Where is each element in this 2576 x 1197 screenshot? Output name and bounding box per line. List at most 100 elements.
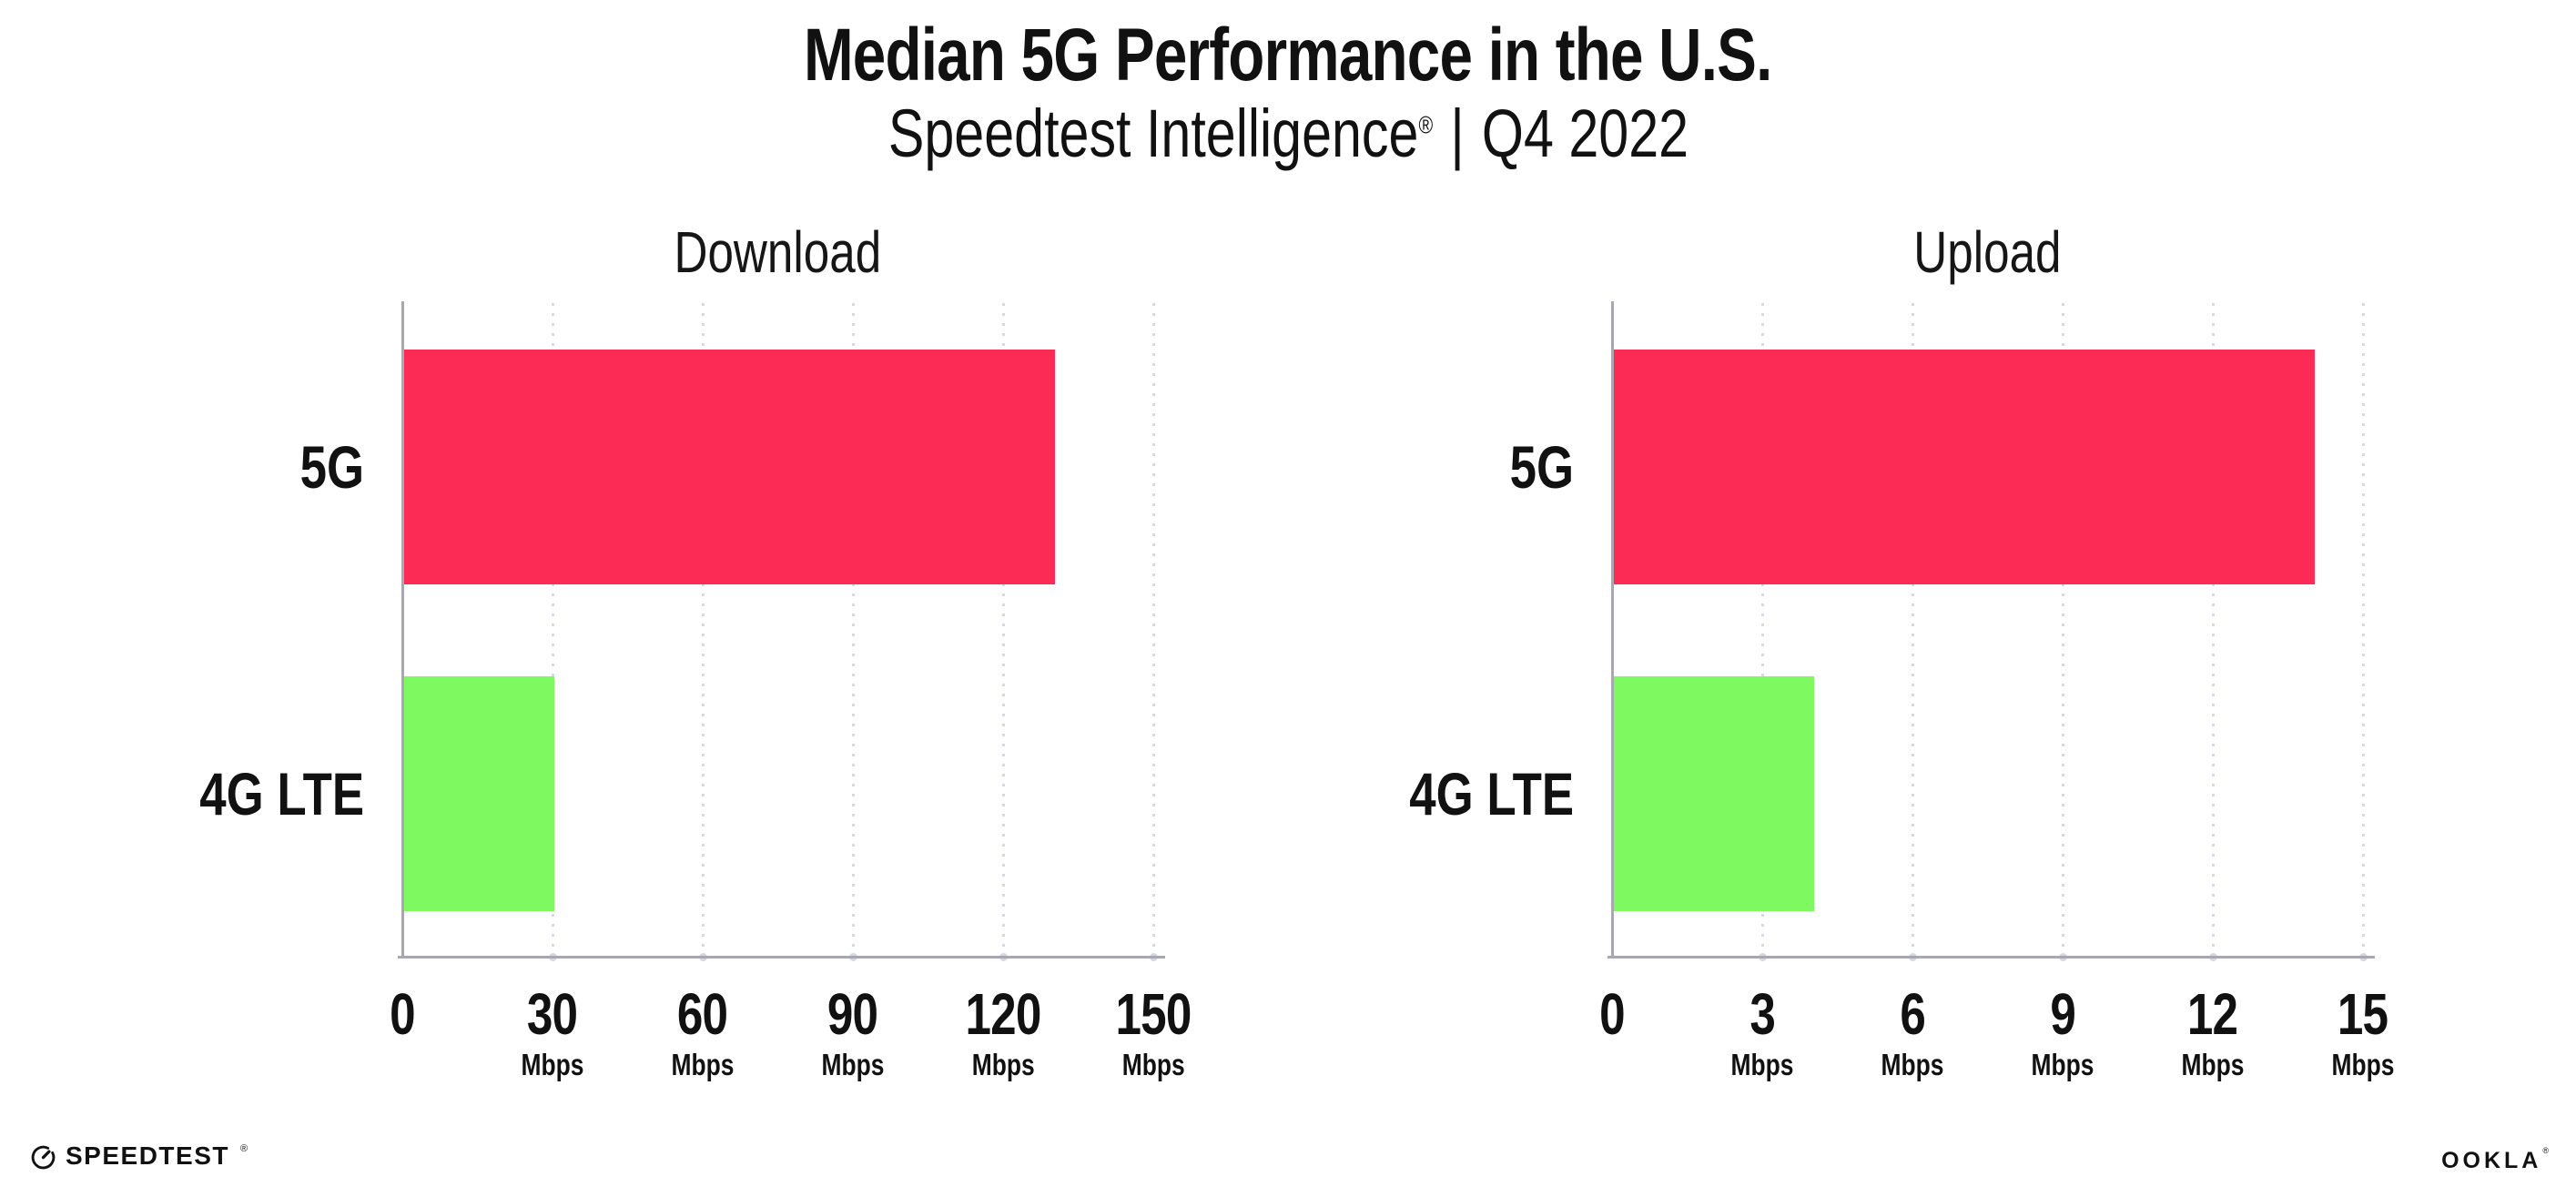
- speedtest-logo: SPEEDTEST ®: [30, 1141, 248, 1171]
- gridline-base-dot: [999, 953, 1008, 961]
- tick-label-12: 12: [2174, 981, 2252, 1047]
- tick-120: 120 Mbps: [956, 981, 1050, 1083]
- speedtest-logo-text: SPEEDTEST: [66, 1141, 229, 1170]
- tick-label-90-text: 90: [827, 981, 878, 1047]
- tick-unit-label-120-text: Mbps: [971, 1048, 1035, 1081]
- page-subtitle-text: Speedtest Intelligence® | Q4 2022: [887, 95, 1688, 172]
- category-label-5g-text: 5G: [299, 432, 364, 501]
- gridline-base-dot: [2209, 953, 2217, 961]
- category-label-5g: 5G: [0, 432, 364, 502]
- tick-label-6: 6: [1873, 981, 1952, 1047]
- tick-label-12-text: 12: [2187, 981, 2238, 1047]
- category-label-4g-lte: 4G LTE: [1028, 759, 1574, 828]
- page-title-text: Median 5G Performance in the U.S.: [804, 14, 1772, 96]
- tick-unit-label-6: Mbps: [1873, 1047, 1952, 1083]
- gridline-base-dot: [699, 953, 707, 961]
- gridline-base-dot: [2059, 953, 2067, 961]
- gridline-base-dot: [2359, 953, 2368, 961]
- tick-unit-label-15-text: Mbps: [2331, 1048, 2395, 1081]
- tick-label-3: 3: [1723, 981, 1801, 1047]
- tick-90: 90 Mbps: [814, 981, 892, 1083]
- tick-label-0: 0: [387, 981, 419, 1047]
- gridline-6: [1909, 303, 1917, 961]
- gridline-base-dot: [1909, 953, 1917, 961]
- upload-plot-area: [1607, 301, 2375, 961]
- category-label-5g: 5G: [1028, 432, 1574, 502]
- tick-unit-label-90-text: Mbps: [821, 1048, 885, 1081]
- download-plot-area: [398, 301, 1165, 961]
- download-chart-title: Download: [402, 218, 1153, 286]
- tick-unit-label-30-text: Mbps: [521, 1048, 584, 1081]
- tick-unit-label-9: Mbps: [2023, 1047, 2102, 1083]
- tick-30: 30 Mbps: [513, 981, 592, 1083]
- tick-label-9: 9: [2023, 981, 2102, 1047]
- bar-5g: [1614, 349, 2315, 584]
- ookla-logo: OOKLA ®: [2441, 1146, 2549, 1174]
- tick-unit-label-150: Mbps: [1106, 1047, 1201, 1083]
- tick-label-0: 0: [1597, 981, 1628, 1047]
- ookla-logo-text: OOKLA: [2441, 1148, 2542, 1173]
- x-axis: [398, 956, 1165, 959]
- category-label-4g-lte-text: 4G LTE: [1409, 760, 1574, 828]
- tick-label-0-text: 0: [390, 981, 415, 1047]
- tick-3: 3 Mbps: [1723, 981, 1801, 1083]
- tick-label-120: 120: [956, 981, 1050, 1047]
- registered-mark: ®: [1417, 111, 1433, 139]
- tick-unit-label-9-text: Mbps: [2031, 1048, 2094, 1081]
- tick-label-6-text: 6: [1900, 981, 1925, 1047]
- tick-label-60: 60: [664, 981, 742, 1047]
- tick-unit-label-3: Mbps: [1723, 1047, 1801, 1083]
- gridline-120: [999, 303, 1008, 961]
- category-label-4g-lte-text: 4G LTE: [199, 760, 364, 828]
- subtitle-brand: Speedtest Intelligence: [887, 96, 1418, 171]
- tick-15: 15 Mbps: [2324, 981, 2402, 1083]
- bar-4g-lte: [1614, 676, 1814, 912]
- tick-label-9-text: 9: [2050, 981, 2075, 1047]
- tick-unit-label-15: Mbps: [2324, 1047, 2402, 1083]
- tick-150: 150 Mbps: [1106, 981, 1201, 1083]
- tick-6: 6 Mbps: [1873, 981, 1952, 1083]
- gridline-15: [2359, 303, 2368, 961]
- gridline-12: [2209, 303, 2217, 961]
- upload-chart-title: Upload: [1612, 218, 2363, 286]
- tick-unit-label-60: Mbps: [664, 1047, 742, 1083]
- y-axis: [1611, 301, 1614, 958]
- tick-unit-label-12: Mbps: [2174, 1047, 2252, 1083]
- bar-4g-lte: [404, 676, 554, 912]
- subtitle-separator: |: [1449, 96, 1465, 171]
- gridline-60: [699, 303, 707, 961]
- upload-chart-title-text: Upload: [1913, 219, 2062, 285]
- tick-label-60-text: 60: [677, 981, 728, 1047]
- gridline-3: [1759, 303, 1767, 961]
- gridline-base-dot: [849, 953, 857, 961]
- page-title: Median 5G Performance in the U.S.: [0, 13, 2576, 98]
- tick-label-30-text: 30: [527, 981, 578, 1047]
- x-axis: [1607, 956, 2375, 959]
- tick-unit-label-6-text: Mbps: [1881, 1048, 1944, 1081]
- ookla-registered-mark: ®: [2542, 1146, 2549, 1155]
- tick-unit-label-90: Mbps: [814, 1047, 892, 1083]
- category-label-4g-lte: 4G LTE: [0, 759, 364, 828]
- speedtest-gauge-icon: [31, 1145, 56, 1169]
- tick-unit-label-150-text: Mbps: [1121, 1048, 1185, 1081]
- tick-0: 0: [1597, 981, 1628, 1047]
- speedtest-registered-mark: ®: [239, 1143, 248, 1154]
- tick-label-15-text: 15: [2338, 981, 2388, 1047]
- tick-label-3-text: 3: [1749, 981, 1775, 1047]
- subtitle-period: Q4 2022: [1481, 96, 1689, 171]
- tick-label-150-text: 150: [1115, 981, 1192, 1047]
- tick-label-90: 90: [814, 981, 892, 1047]
- tick-label-30: 30: [513, 981, 592, 1047]
- tick-label-120-text: 120: [965, 981, 1041, 1047]
- page-subtitle: Speedtest Intelligence® | Q4 2022: [0, 95, 2576, 172]
- gridline-base-dot: [1759, 953, 1767, 961]
- tick-unit-label-30: Mbps: [513, 1047, 592, 1083]
- tick-unit-label-3-text: Mbps: [1730, 1048, 1794, 1081]
- gridline-base-dot: [1150, 953, 1158, 961]
- tick-0: 0: [387, 981, 419, 1047]
- tick-unit-label-120: Mbps: [956, 1047, 1050, 1083]
- y-axis: [401, 301, 404, 958]
- gridline-base-dot: [549, 953, 557, 961]
